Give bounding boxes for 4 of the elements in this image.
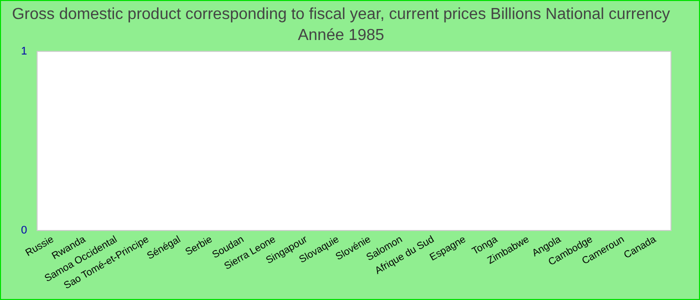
y-tick-label: 1 xyxy=(20,45,28,58)
y-tick-label: 0 xyxy=(20,224,28,237)
chart-title: Gross domestic product corresponding to fiscal year, current prices Billions National currency xyxy=(12,6,670,24)
chart-subtitle: Année 1985 xyxy=(298,27,384,44)
